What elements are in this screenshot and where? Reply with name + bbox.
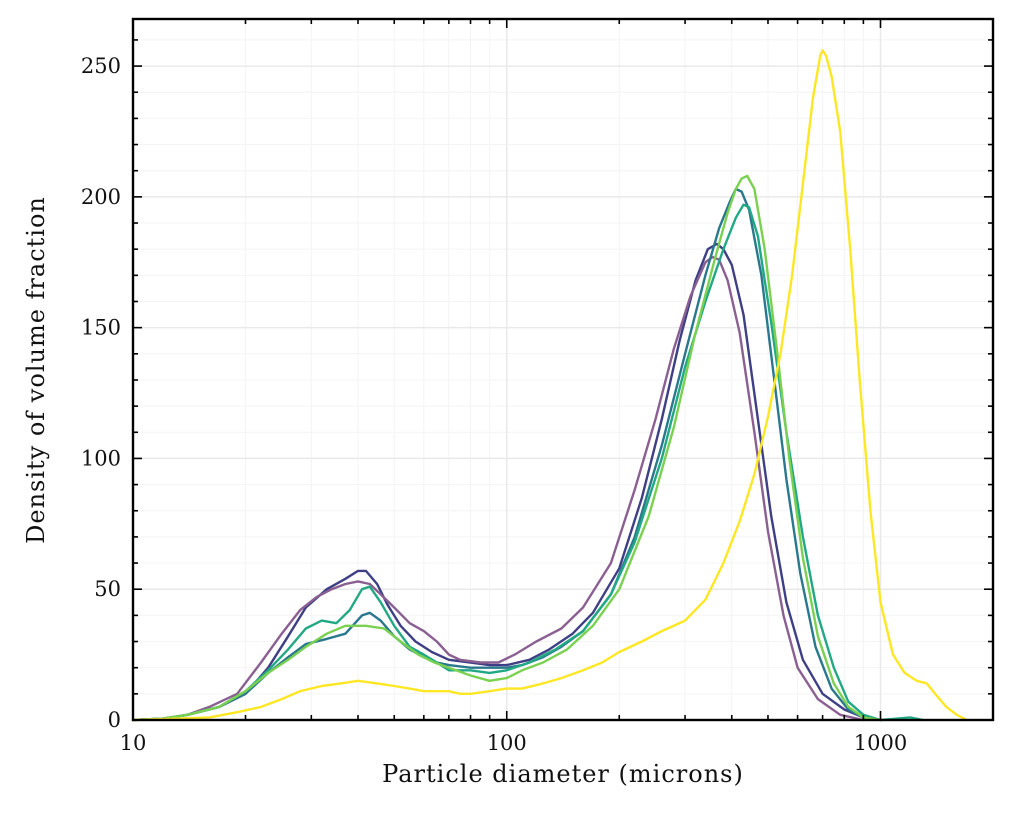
y-tick-label: 100	[81, 446, 121, 470]
x-tick-label: 100	[487, 731, 527, 755]
y-tick-label: 150	[81, 316, 121, 340]
series-line-series-1	[131, 242, 882, 722]
series-line-series-4	[131, 203, 925, 722]
y-tick-label: 250	[81, 54, 121, 78]
series-line-series-2	[131, 255, 865, 722]
grid	[132, 19, 993, 721]
y-axis-label: Density of volume fraction	[22, 196, 50, 544]
series-layer	[131, 49, 968, 722]
series-line-series-6	[131, 49, 968, 722]
y-tick-label: 200	[81, 185, 121, 209]
x-axis-label: Particle diameter (microns)	[382, 760, 744, 788]
x-tick-label: 1000	[854, 731, 907, 755]
y-tick-label: 50	[94, 577, 121, 601]
plot-frame	[131, 17, 995, 722]
series-line-series-5	[131, 174, 882, 722]
x-tick-label: 10	[120, 731, 147, 755]
y-tick-label: 0	[108, 708, 121, 732]
ticks	[132, 19, 993, 721]
tick-labels: 10 100 1000 0 50 100 150 200 250	[81, 54, 907, 755]
